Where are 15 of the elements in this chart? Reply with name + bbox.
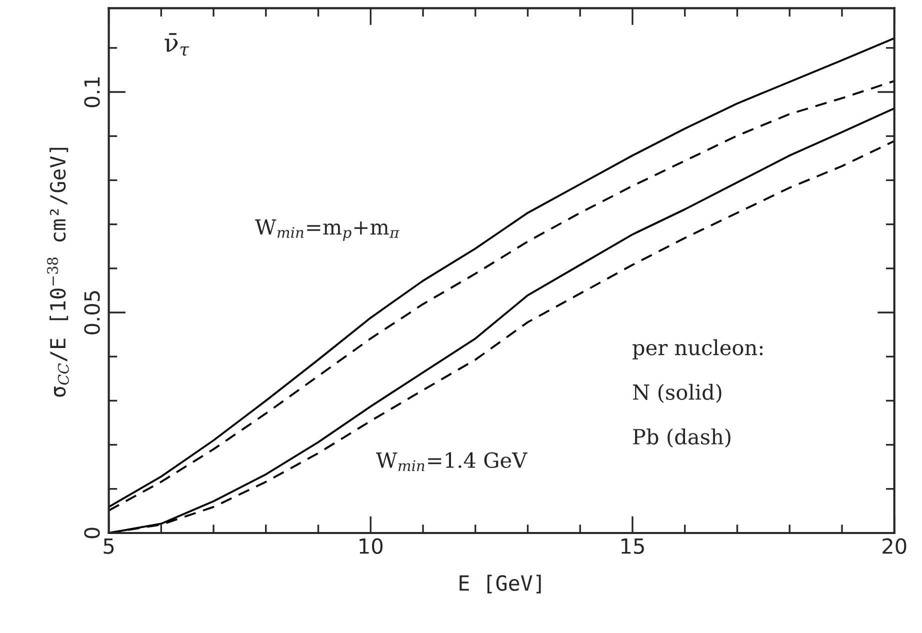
- annotation: ν̄$_{τ}$: [164, 33, 190, 56]
- y-tick-label: 0.1: [84, 77, 100, 108]
- x-tick-label: 10: [360, 538, 383, 554]
- annotation: N (solid): [632, 384, 722, 403]
- annotation: W$_{min}$=1.4 GeV: [376, 452, 528, 471]
- annotation: per nucleon:: [632, 339, 763, 360]
- x-axis-title: E [GeV]: [460, 574, 541, 594]
- annotation: Pb (dash): [633, 428, 730, 448]
- x-tick-label: 15: [622, 538, 644, 554]
- x-tick-label: 20: [882, 538, 906, 554]
- x-tick-label: 5: [104, 538, 114, 554]
- annotation: W$_{min}$=m$_{p}$+m$_{π}$: [255, 219, 400, 241]
- y-tick-label: 0.05: [84, 291, 100, 334]
- y-tick-label: 0: [84, 528, 100, 538]
- y-axis-title: σ$_{CC}$/E [10$^{−38}$ cm²/GeV]: [47, 148, 69, 397]
